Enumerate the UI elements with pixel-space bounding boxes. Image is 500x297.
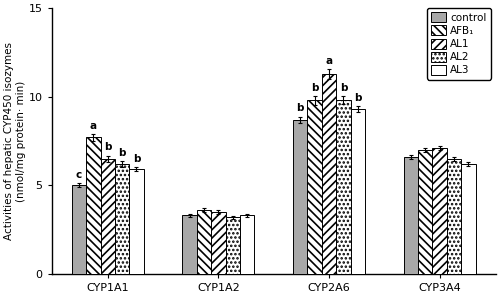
Bar: [226, 217, 240, 274]
Text: b: b: [118, 148, 126, 158]
Bar: [100, 159, 115, 274]
Y-axis label: Activities of hepatic CYP450 isozymes
(nmol/mg protein· min): Activities of hepatic CYP450 isozymes (n…: [4, 42, 26, 240]
Bar: [336, 100, 350, 274]
Text: a: a: [326, 56, 332, 66]
Bar: [447, 159, 462, 274]
Bar: [211, 212, 226, 274]
Bar: [308, 100, 322, 274]
Bar: [197, 210, 211, 274]
Bar: [72, 185, 86, 274]
Bar: [432, 148, 447, 274]
Bar: [293, 120, 308, 274]
Text: a: a: [90, 121, 97, 131]
Bar: [86, 138, 101, 274]
Bar: [350, 109, 365, 274]
Legend: control, AFB₁, AL1, AL2, AL3: control, AFB₁, AL1, AL2, AL3: [427, 8, 490, 80]
Text: b: b: [296, 103, 304, 113]
Bar: [240, 215, 254, 274]
Bar: [115, 164, 130, 274]
Bar: [462, 164, 475, 274]
Text: b: b: [354, 93, 362, 103]
Bar: [418, 150, 432, 274]
Bar: [404, 157, 418, 274]
Bar: [182, 215, 197, 274]
Text: b: b: [311, 83, 318, 93]
Text: b: b: [132, 154, 140, 164]
Text: b: b: [340, 83, 347, 93]
Text: b: b: [104, 142, 112, 152]
Bar: [322, 74, 336, 274]
Text: c: c: [76, 170, 82, 180]
Bar: [130, 169, 143, 274]
